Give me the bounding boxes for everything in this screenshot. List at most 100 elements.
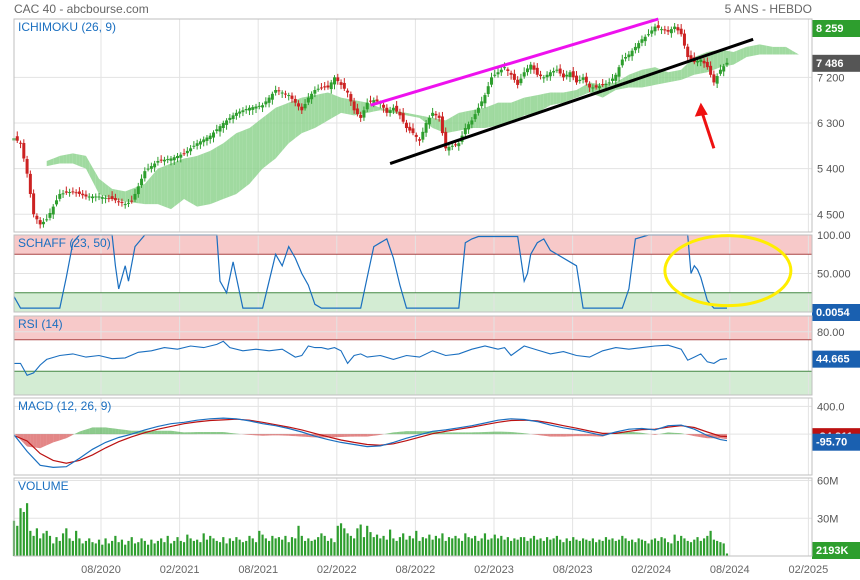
volume-bar xyxy=(493,534,496,556)
volume-bar xyxy=(25,503,29,556)
candle-body xyxy=(117,201,121,203)
cloud-segment xyxy=(239,130,243,192)
cloud-segment xyxy=(723,50,727,67)
cloud-segment xyxy=(566,91,570,102)
candle-body xyxy=(149,166,153,169)
volume-bar xyxy=(725,553,729,556)
macd-histogram xyxy=(33,434,37,448)
volume-bar xyxy=(542,540,545,556)
macd-histogram xyxy=(413,431,417,435)
macd-histogram xyxy=(478,432,482,435)
volume-bar xyxy=(163,542,166,556)
volume-bar xyxy=(284,535,287,556)
macd-histogram xyxy=(213,431,217,435)
candle-body xyxy=(715,76,719,84)
volume-bar xyxy=(719,542,722,556)
macd-histogram xyxy=(661,433,665,435)
candle-body xyxy=(254,106,258,109)
cloud-segment xyxy=(684,63,688,79)
volume-bar xyxy=(294,538,297,556)
volume-bar xyxy=(58,540,61,556)
candle-body xyxy=(202,139,206,143)
cloud-segment xyxy=(282,103,286,151)
candle-body xyxy=(176,155,180,159)
macd-histogram xyxy=(488,431,492,435)
cloud-segment xyxy=(324,92,328,123)
macd-histogram xyxy=(635,432,639,435)
candle-body xyxy=(349,94,353,102)
volume-bar xyxy=(29,530,32,556)
volume-bar xyxy=(235,537,238,556)
candle-body xyxy=(303,103,307,109)
macd-histogram xyxy=(187,432,191,435)
cloud-segment xyxy=(520,97,525,118)
volume-bar xyxy=(392,538,395,556)
volume-bar xyxy=(411,538,415,556)
cloud-segment xyxy=(167,163,171,210)
volume-bar xyxy=(372,537,375,556)
cloud-segment xyxy=(220,143,224,201)
volume-bar xyxy=(179,540,182,556)
cloud-segment xyxy=(256,120,260,177)
volume-bar xyxy=(402,533,405,556)
macd-histogram xyxy=(556,434,561,437)
volume-bar xyxy=(474,535,477,556)
cloud-segment xyxy=(720,49,724,68)
cloud-segment xyxy=(105,183,109,198)
candle-body xyxy=(64,191,68,193)
cloud-segment xyxy=(550,92,554,106)
cloud-segment xyxy=(475,109,479,129)
last-price-tag: 7 486 xyxy=(816,58,844,70)
cloud-segment xyxy=(478,108,482,129)
candle-body xyxy=(591,87,595,89)
candle-body xyxy=(620,59,624,66)
volume-bar xyxy=(516,539,519,556)
cloud-segment xyxy=(334,95,338,117)
macd-histogram xyxy=(357,434,361,437)
volume-bar xyxy=(35,528,38,556)
cloud-segment xyxy=(190,156,194,205)
macd-histogram xyxy=(180,431,185,435)
candle-body xyxy=(100,197,104,199)
candle-body xyxy=(185,150,189,154)
candle-body xyxy=(336,77,340,82)
cloud-segment xyxy=(556,92,561,104)
macd-histogram xyxy=(59,434,64,441)
macd-histogram xyxy=(481,431,485,435)
macd-histogram xyxy=(63,434,67,440)
macd-histogram xyxy=(112,428,116,435)
candle-body xyxy=(486,86,490,95)
volume-bar xyxy=(598,539,601,556)
volume-bar xyxy=(689,542,693,556)
cloud-segment xyxy=(511,101,515,123)
candle-body xyxy=(705,61,709,68)
cloud-segment xyxy=(422,115,427,123)
macd-histogram xyxy=(462,432,466,435)
volume-bar xyxy=(676,540,680,556)
cloud-segment xyxy=(291,100,296,141)
macd-signal-line xyxy=(13,418,728,464)
candle-body xyxy=(601,84,605,86)
cloud-segment xyxy=(242,129,247,189)
candle-body xyxy=(457,143,461,147)
volume-bar xyxy=(248,535,251,556)
candle-body xyxy=(476,107,480,113)
macd-histogram xyxy=(393,432,397,435)
candle-body xyxy=(588,83,592,88)
schaff-line xyxy=(13,234,727,309)
volume-bar xyxy=(68,538,71,556)
volume-bar xyxy=(88,538,91,556)
candle-body xyxy=(552,70,556,73)
candle-body xyxy=(319,87,323,89)
macd-histogram xyxy=(543,434,548,437)
candle-body xyxy=(159,159,163,161)
rsi-oversold-zone xyxy=(14,371,812,395)
cloud-segment xyxy=(66,154,70,164)
candle-body xyxy=(624,57,628,59)
volume-bar xyxy=(241,542,245,556)
macd-histogram xyxy=(193,431,198,435)
volume-bar xyxy=(326,540,330,556)
macd-histogram xyxy=(655,434,659,435)
volume-bar xyxy=(287,542,290,556)
y-tick-label: 5 400 xyxy=(817,164,845,176)
